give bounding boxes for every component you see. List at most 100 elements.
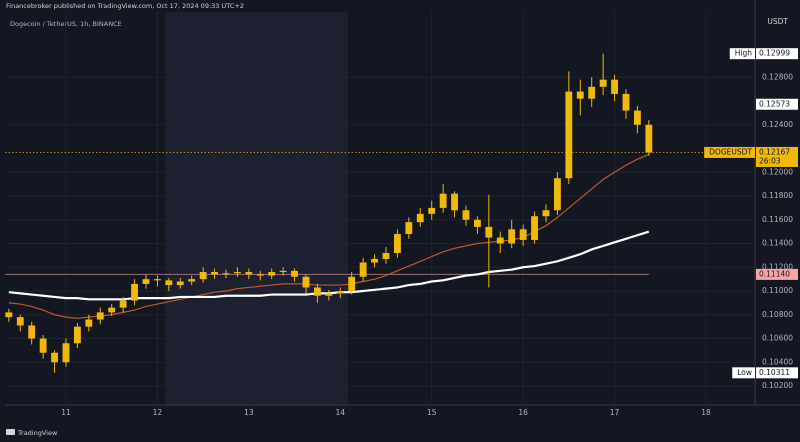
candle-body — [16, 317, 24, 326]
price-tag — [756, 48, 798, 60]
candle-body — [51, 352, 58, 363]
candle-body — [233, 272, 241, 274]
price-tag-value: 0.10311 — [759, 368, 790, 377]
price-tag-label: DOGEUSDT — [704, 146, 755, 158]
price-tag-label-text: DOGEUSDT — [709, 147, 752, 156]
candle-body — [268, 272, 276, 276]
candle-body — [96, 312, 104, 320]
x-tick-label: 14 — [336, 408, 346, 417]
weekend-shade — [165, 12, 348, 405]
y-axis-label: USDT — [767, 17, 788, 26]
candle-body — [611, 79, 618, 94]
price-tag-value: 0.11140 — [759, 269, 790, 278]
candle-body — [416, 213, 424, 223]
candle-body — [245, 272, 253, 275]
price-tag — [756, 98, 798, 110]
candle-body — [588, 86, 596, 99]
y-tick-label: 0.10200 — [762, 381, 793, 390]
candle-body — [199, 272, 207, 280]
candle-body — [531, 216, 538, 240]
price-tag — [756, 367, 798, 379]
y-tick-label: 0.12800 — [762, 72, 793, 81]
footer: TradingView — [17, 429, 58, 437]
candle-body — [473, 219, 481, 227]
candle-body — [439, 193, 447, 208]
candle-body — [382, 253, 390, 259]
price-tag-label-text: High — [735, 49, 752, 58]
candle-body — [496, 237, 504, 244]
candle-body — [256, 274, 264, 276]
axes: 0.10200 0.10400 0.10600 0.10800 0.11000 0.112… — [61, 72, 793, 417]
candle-body — [153, 279, 161, 281]
candle-body — [405, 222, 413, 235]
price-tag-value: 0.12167 — [759, 147, 790, 156]
y-tick-label: 0.12000 — [762, 167, 793, 176]
candle-body — [108, 307, 116, 313]
price-tag-label: Low — [732, 367, 755, 379]
y-tick-label: 0.11000 — [762, 286, 793, 295]
countdown: 26:03 — [759, 156, 781, 165]
x-tick-label: 16 — [518, 408, 528, 417]
candle-body — [519, 229, 527, 240]
y-tick-label: 0.11200 — [762, 262, 793, 271]
price-tag-label-text: Low — [737, 368, 752, 377]
candle-body — [279, 270, 287, 273]
candle-body — [462, 210, 470, 220]
candle-body — [302, 276, 310, 288]
candle-body — [553, 178, 561, 211]
y-tick-label: 0.11400 — [762, 239, 793, 248]
x-tick-label: 15 — [427, 408, 437, 417]
candle-body — [633, 110, 641, 125]
candle-body — [348, 276, 356, 292]
x-tick-label: 13 — [244, 408, 254, 417]
candle-body — [371, 258, 378, 263]
y-tick-label: 0.12400 — [762, 120, 793, 129]
candle-body — [85, 319, 93, 327]
candle-body — [599, 79, 607, 87]
candle-body — [313, 287, 321, 296]
candle-body — [142, 279, 150, 284]
candle-body — [428, 207, 436, 214]
grid — [5, 12, 755, 405]
price-tag-label: High — [729, 48, 755, 60]
candle-body — [542, 210, 550, 217]
header: Financebroker published on TradingView.c… — [6, 2, 244, 10]
candle-body — [359, 262, 367, 277]
x-tick-label: 12 — [153, 408, 163, 417]
price-tag — [756, 268, 798, 280]
candle-body — [119, 300, 127, 308]
candle-body — [165, 280, 173, 286]
candle-body — [645, 124, 653, 153]
y-tick-label: 0.10400 — [762, 357, 793, 366]
x-tick-label: 17 — [610, 408, 620, 417]
y-tick-label: 0.11800 — [762, 191, 793, 200]
y-tick-label: 0.11600 — [762, 215, 793, 224]
candle-body — [576, 91, 584, 99]
price-tag-value: 0.12573 — [759, 99, 790, 108]
candle-body — [508, 229, 516, 244]
candle-body — [176, 281, 184, 286]
price-tag-label-box — [704, 146, 755, 158]
candle-body — [485, 226, 493, 238]
candle-body — [565, 91, 573, 179]
candle-body — [28, 325, 36, 339]
candle-body — [451, 193, 458, 211]
y-tick-label: 0.10600 — [762, 334, 793, 343]
candle-body — [188, 279, 196, 282]
candle-body — [5, 312, 13, 318]
candle-body — [336, 291, 344, 294]
x-tick-label: 18 — [701, 408, 711, 417]
plot — [5, 53, 755, 373]
price-tag-label-box — [732, 367, 755, 379]
candle-body — [222, 273, 230, 275]
footer-logo — [6, 429, 15, 435]
candle-body — [622, 93, 630, 111]
price-tag-label-box — [729, 48, 755, 60]
candle-body — [62, 343, 70, 363]
y-tick-label: 0.10800 — [762, 310, 793, 319]
candle-body — [211, 272, 218, 275]
candle-body — [73, 326, 81, 344]
